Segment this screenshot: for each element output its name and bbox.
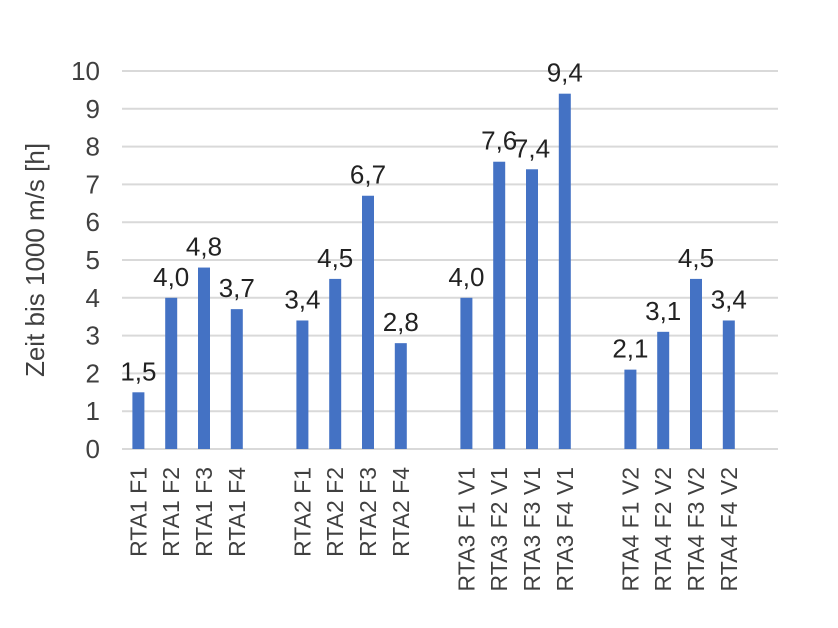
bar [198, 267, 210, 449]
bars [132, 93, 735, 450]
category-labels: RTA1 F1 RTA1 F2 RTA1 F3 RTA1 F4 RTA2 F1 RTA2 … [125, 467, 741, 592]
y-tick-label: 9 [86, 94, 100, 124]
bar [657, 331, 670, 449]
bar [624, 369, 637, 449]
category-label: RTA4 F1 V2 [617, 467, 643, 591]
category-label: RTA1 F3 [191, 467, 217, 557]
category-label: RTA3 F2 V1 [486, 467, 512, 591]
data-label: 4,5 [678, 243, 714, 273]
bar [526, 169, 538, 449]
category-label: RTA2 F3 [355, 467, 381, 557]
data-label: 1,5 [120, 356, 156, 386]
data-labels: 1,54,04,83,7 3,44,56,72,84,07,67,49,42,13… [120, 58, 747, 387]
bar [132, 392, 145, 449]
bar [394, 343, 407, 449]
category-label: RTA2 F1 [289, 467, 315, 557]
data-label: 4,5 [317, 243, 353, 273]
bar [722, 320, 735, 449]
y-tick-label: 0 [86, 434, 100, 464]
category-label: RTA3 F1 V1 [453, 467, 479, 591]
category-label: RTA2 F4 [388, 467, 414, 557]
y-tick-label: 7 [86, 169, 100, 199]
category-label: RTA2 F2 [322, 467, 348, 557]
bar [460, 297, 473, 449]
y-tick-label: 6 [86, 207, 100, 237]
y-tick-label: 1 [86, 396, 100, 426]
data-label: 4,0 [153, 262, 189, 292]
category-label: RTA1 F2 [158, 467, 184, 557]
data-label: 4,8 [186, 232, 222, 262]
bar [296, 320, 309, 449]
data-label: 3,4 [284, 284, 320, 314]
data-label: 9,4 [547, 58, 583, 88]
category-label: RTA4 F2 V2 [650, 467, 676, 591]
category-label: RTA3 F4 V1 [552, 467, 578, 591]
y-tick-label: 10 [71, 56, 100, 86]
y-tick-label: 3 [86, 321, 100, 351]
bar [690, 278, 702, 449]
y-tick-label: 2 [86, 358, 100, 388]
bar [329, 278, 342, 449]
data-label: 4,0 [448, 262, 484, 292]
bar [230, 309, 243, 449]
category-label: RTA1 F1 [125, 467, 151, 557]
y-tick-label: 5 [86, 245, 100, 275]
category-label: RTA4 F4 V2 [716, 467, 742, 591]
data-label: 2,8 [383, 307, 419, 337]
category-label: RTA3 F3 V1 [519, 467, 545, 591]
data-label: 3,7 [219, 273, 255, 303]
data-label: 2,1 [612, 334, 648, 364]
category-label: RTA1 F4 [224, 467, 250, 557]
bar [493, 161, 506, 449]
y-tick-label: 8 [86, 132, 100, 162]
bar [362, 195, 374, 449]
bar [165, 297, 178, 449]
data-label: 7,6 [481, 126, 517, 156]
data-label: 7,4 [514, 133, 550, 163]
category-label: RTA4 F3 V2 [683, 467, 709, 591]
y-axis-label: Zeit bis 1000 m/s [h] [20, 143, 50, 377]
y-tick-label: 4 [86, 283, 100, 313]
bar [558, 93, 571, 450]
data-label: 6,7 [350, 160, 386, 190]
data-label: 3,4 [711, 284, 747, 314]
y-axis-ticks: 0 1 2 3 4 5 6 7 8 9 10 [71, 56, 100, 464]
data-label: 3,1 [645, 296, 681, 326]
